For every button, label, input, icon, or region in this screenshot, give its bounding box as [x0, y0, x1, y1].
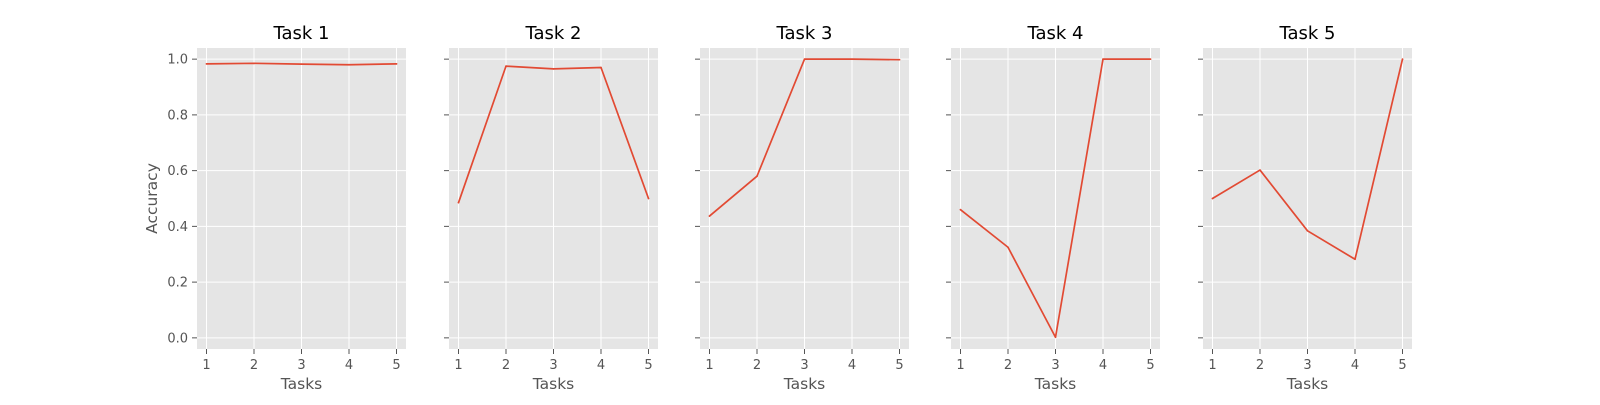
x-tick-label: 5: [1398, 358, 1406, 373]
x-tick-label: 1: [454, 358, 462, 373]
x-tick-label: 4: [345, 358, 353, 373]
data-point: [1102, 58, 1104, 60]
x-axis-label: Tasks: [1034, 375, 1077, 393]
x-tick-label: 4: [848, 358, 856, 373]
x-tick-label: 2: [1256, 358, 1264, 373]
data-point: [505, 65, 507, 67]
x-tick-label: 4: [597, 358, 605, 373]
data-point: [851, 58, 853, 60]
x-tick-label: 2: [502, 358, 510, 373]
panel-2: 1 2 3 4 5 Task 2 Tasks: [444, 23, 658, 393]
x-tick-label: 5: [1146, 358, 1154, 373]
x-tick-label: 2: [1004, 358, 1012, 373]
x-tick-label: 2: [753, 358, 761, 373]
data-point: [348, 63, 350, 66]
data-point: [253, 62, 255, 65]
data-point: [457, 201, 460, 204]
x-tick-label: 1: [705, 358, 713, 373]
data-point: [395, 63, 398, 65]
x-tick-label: 1: [956, 358, 964, 373]
y-tick-label: 0.0: [167, 331, 188, 346]
data-point: [1054, 336, 1057, 339]
x-tick-label: 5: [644, 358, 652, 373]
panel-5: 1 2 3 4 5 Task 5 Tasks: [1198, 23, 1412, 393]
data-point: [803, 58, 806, 60]
panel-4: 1 2 3 4 5 Task 4 Tasks: [946, 23, 1160, 393]
y-tick-label: 0.4: [167, 220, 188, 235]
data-point: [756, 175, 758, 178]
x-axis-label: Tasks: [1286, 375, 1329, 393]
panel-title: Task 5: [1278, 23, 1335, 44]
x-tick-label: 4: [1099, 358, 1107, 373]
data-point: [600, 66, 602, 69]
panel-title: Task 2: [524, 23, 581, 44]
data-point: [1149, 58, 1152, 60]
panel-1: 0.0 0.2 0.4 0.6 0.8 1.0 1 2 3 4 5 Task 1 Tasks Accura…: [143, 23, 406, 393]
y-tick-label: 1.0: [167, 53, 188, 68]
y-axis-label: Accuracy: [143, 163, 161, 234]
x-axis-label: Tasks: [532, 375, 575, 393]
x-tick-label: 3: [297, 358, 305, 373]
data-point: [1007, 246, 1009, 249]
y-tick-label: 0.8: [167, 108, 188, 123]
y-tick-label: 0.2: [167, 276, 188, 291]
panel-title: Task 3: [775, 23, 832, 44]
x-axis-label: Tasks: [280, 375, 323, 393]
panel-title: Task 4: [1026, 23, 1083, 44]
data-point: [1354, 258, 1356, 261]
panel-title: Task 1: [272, 23, 329, 44]
data-point: [1211, 197, 1214, 200]
data-point: [959, 208, 962, 211]
data-point: [1306, 230, 1309, 232]
data-point: [205, 63, 208, 65]
x-tick-label: 2: [250, 358, 258, 373]
x-tick-label: 3: [1051, 358, 1059, 373]
x-tick-label: 3: [549, 358, 557, 373]
data-point: [898, 58, 901, 61]
x-tick-label: 1: [202, 358, 210, 373]
x-tick-label: 3: [800, 358, 808, 373]
x-axis-label: Tasks: [783, 375, 826, 393]
y-tick-label: 0.6: [167, 164, 188, 179]
x-tick-label: 5: [392, 358, 400, 373]
data-point: [647, 197, 650, 200]
panel-3: 1 2 3 4 5 Task 3 Tasks: [695, 23, 909, 393]
x-tick-label: 5: [895, 358, 903, 373]
data-point: [708, 215, 711, 217]
x-tick-label: 1: [1208, 358, 1216, 373]
data-point: [1259, 169, 1261, 171]
x-tick-label: 4: [1351, 358, 1359, 373]
data-point: [1401, 58, 1404, 60]
data-point: [300, 63, 303, 65]
x-tick-label: 3: [1303, 358, 1311, 373]
data-point: [552, 68, 555, 70]
